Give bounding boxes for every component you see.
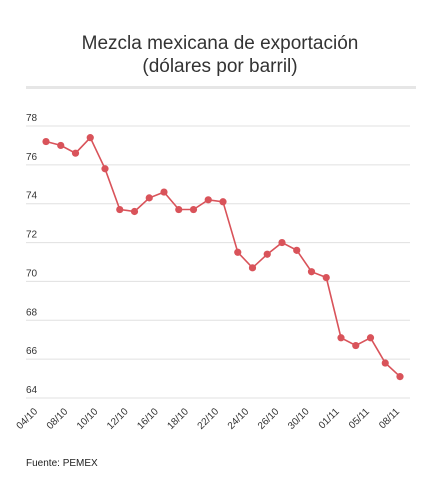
y-tick-label: 64 — [26, 385, 38, 396]
data-point — [219, 198, 227, 206]
data-point — [307, 268, 316, 276]
data-point — [189, 205, 198, 214]
data-point — [366, 334, 375, 342]
x-tick-label: 22/10 — [196, 406, 222, 432]
data-point — [175, 205, 183, 214]
data-point — [234, 248, 242, 256]
top-divider — [26, 86, 416, 89]
y-tick-label: 74 — [26, 191, 38, 202]
data-point — [57, 141, 65, 150]
data-point — [293, 246, 301, 254]
data-point — [352, 341, 360, 350]
data-point — [101, 165, 109, 173]
data-point — [278, 238, 286, 247]
y-tick-label: 72 — [26, 230, 38, 241]
y-axis: 78 76 74 72 70 68 66 64 — [26, 113, 38, 396]
x-tick-label: 01/11 — [317, 406, 342, 431]
x-tick-label: 24/10 — [226, 406, 252, 432]
data-point — [263, 250, 271, 258]
chart-title: Mezcla mexicana de exportación (dólares … — [0, 32, 440, 78]
grid-lines — [26, 125, 410, 399]
data-point — [71, 149, 80, 157]
x-tick-label: 04/10 — [15, 406, 41, 432]
y-tick-label: 68 — [26, 307, 38, 318]
x-tick-label: 08/10 — [45, 406, 71, 432]
x-tick-label: 26/10 — [256, 406, 282, 432]
x-tick-label: 12/10 — [105, 406, 131, 432]
x-tick-label: 08/11 — [377, 406, 402, 431]
series-line — [45, 136, 401, 378]
series-group — [42, 134, 404, 381]
data-point — [337, 334, 345, 342]
chart-title-line-2: (dólares por barril) — [142, 56, 298, 77]
y-tick-label: 66 — [26, 346, 38, 357]
data-point — [381, 359, 389, 367]
source-note: Fuente: PEMEX — [26, 458, 98, 469]
x-tick-label: 16/10 — [135, 406, 161, 432]
data-point — [204, 196, 212, 204]
data-point — [42, 137, 50, 146]
data-point — [248, 264, 257, 272]
data-point — [322, 273, 330, 282]
chart-title-line-1: Mezcla mexicana de exportación — [81, 33, 359, 54]
data-point — [86, 134, 94, 142]
x-tick-label: 18/10 — [165, 406, 191, 432]
data-point — [145, 194, 153, 202]
data-point — [160, 188, 168, 196]
x-tick-label: 10/10 — [75, 406, 101, 432]
y-tick-label: 78 — [26, 113, 38, 124]
data-point — [116, 205, 124, 214]
data-point — [130, 207, 139, 216]
x-axis: 04/10 08/10 10/10 12/10 16/10 18/10 22/10 24/10… — [15, 406, 403, 432]
x-tick-label: 30/10 — [286, 406, 312, 432]
y-tick-label: 76 — [26, 152, 38, 163]
data-point — [396, 373, 404, 381]
x-tick-label: 05/11 — [347, 406, 372, 431]
y-tick-label: 70 — [26, 268, 38, 279]
